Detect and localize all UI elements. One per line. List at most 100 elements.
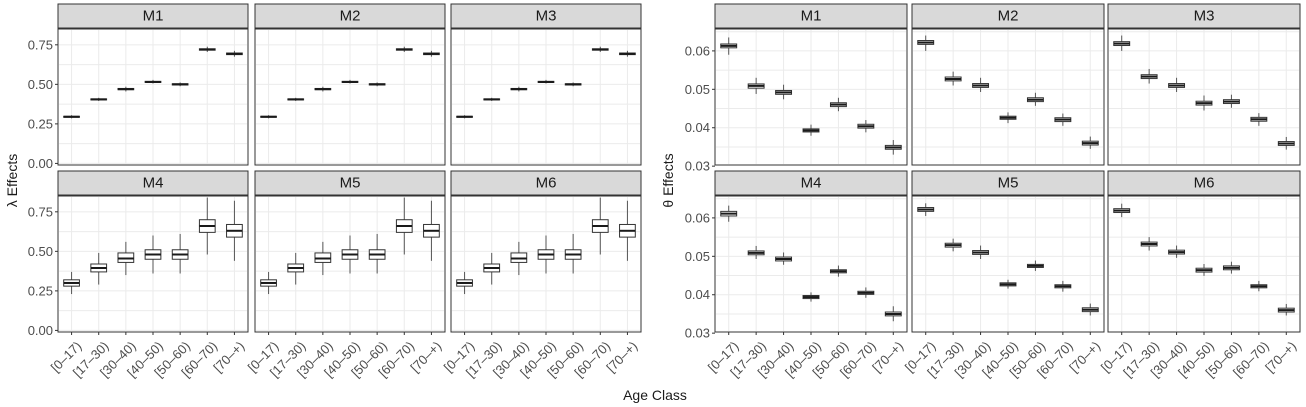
theta-facet-m1-box-5: [857, 120, 875, 133]
theta-x-tick-label: [70–+): [1066, 338, 1103, 375]
lambda-facet-m1-strip-label: M1: [143, 8, 164, 25]
lambda-facet-m4-strip-label: M4: [143, 175, 164, 192]
theta-facet-m1-box-4: [829, 97, 847, 112]
theta-facet-m1-strip: [714, 3, 908, 29]
theta-y-tick-label: 0.03: [685, 159, 710, 174]
theta-facet-m4-box-3: [802, 292, 820, 302]
theta-facet-m6: M6[0–17)[17–30)[30–40)[40–50)[50–60)[60–…: [1098, 170, 1301, 380]
theta-facet-m5-box-5: [1054, 280, 1072, 292]
lambda-facet-m4-box-0: [63, 271, 80, 295]
lambda-facet-m1-box-6: [226, 50, 243, 57]
lambda-facet-m4: M40.000.250.500.75[0–17)[17–30)[30–40)[4…: [28, 170, 249, 380]
theta-y-tick-label: 0.03: [685, 326, 710, 341]
theta-x-tick-label: [70–+): [869, 338, 906, 375]
lambda-facet-m2-box-3: [341, 79, 359, 84]
theta-facet-m5-box-4: [1026, 260, 1044, 271]
theta-facet-m5: M5[0–17)[17–30)[30–40)[40–50)[50–60)[60–…: [902, 170, 1105, 380]
theta-facet-m3-strip-label: M3: [1194, 8, 1215, 25]
lambda-facet-m3-box-0: [456, 115, 473, 119]
theta-facet-m4-box-0: [720, 205, 738, 222]
lambda-facet-m3-strip-label: M3: [536, 8, 557, 25]
lambda-facet-m3-box-1: [483, 97, 501, 101]
theta-facet-m5-box-1: [944, 238, 962, 252]
lambda-facet-m3-box-2: [510, 86, 528, 92]
lambda-facet-m2-box-5: [395, 46, 413, 52]
lambda-facet-m1-box-5: [198, 46, 216, 52]
lambda-x-tick-label: [70–+): [210, 338, 247, 375]
lambda-facet-m2: M2: [254, 3, 446, 166]
theta-facet-m6-box-3: [1195, 264, 1213, 276]
x-axis-title: Age Class: [623, 387, 687, 403]
theta-x-tick-label: [70–+): [1262, 338, 1299, 375]
lambda-facet-m1-box-1: [90, 97, 108, 101]
lambda-facet-m5-box-0: [260, 271, 277, 295]
lambda-y-axis-title: λ Effects: [4, 154, 20, 207]
theta-facet-m2-box-4: [1026, 92, 1044, 106]
lambda-chart: λ Effects M1 0.00 0.25 0.50 0.75 M2 M3 M4 0.00 0.2…: [4, 3, 642, 380]
theta-y-tick-label: 0.06: [685, 210, 710, 225]
lambda-facet-m4-box-4: [171, 233, 189, 274]
lambda-facet-m3-strip: [450, 3, 642, 29]
theta-facet-m6-box-1: [1140, 237, 1158, 251]
theta-facet-m3-box-1: [1140, 68, 1158, 84]
lambda-facet-m5-box-4: [368, 233, 386, 274]
lambda-facet-m4-box-6: [226, 200, 243, 261]
theta-facet-m1-box-0: [720, 37, 738, 55]
theta-facet-m2: M2: [911, 3, 1105, 166]
lambda-facet-m5-strip: [254, 170, 446, 196]
lambda-x-tick-label: [70–+): [603, 338, 640, 375]
lambda-facet-m3-box-5: [591, 46, 609, 52]
theta-facet-m2-box-3: [999, 112, 1017, 124]
theta-facet-m4-box-5: [857, 287, 875, 298]
theta-facet-m5-box-6: [1081, 303, 1099, 316]
lambda-facet-m4-box-2: [117, 241, 135, 276]
theta-facet-m4-box-1: [747, 245, 765, 260]
lambda-facet-m4-strip: [57, 170, 249, 196]
lambda-facet-m1-box-2: [117, 86, 135, 92]
theta-facet-m6-strip-label: M6: [1194, 175, 1215, 192]
lambda-facet-m1: M1 0.00 0.25 0.50 0.75: [28, 3, 249, 171]
lambda-facet-m5-box-3: [341, 235, 359, 274]
lambda-y-tick-label: 0.75: [28, 37, 53, 52]
theta-facet-m2-box-6: [1081, 136, 1099, 149]
theta-facet-m6-box-0: [1113, 203, 1131, 218]
theta-facet-m5-strip: [911, 170, 1105, 196]
theta-facet-m5-strip-label: M5: [998, 175, 1019, 192]
lambda-facet-m5-box-1: [287, 252, 305, 285]
lambda-facet-m6-box-1: [483, 252, 501, 285]
lambda-facet-m3-box-4: [564, 82, 582, 87]
theta-facet-m6-box-6: [1277, 303, 1295, 316]
lambda-y-tick-label: 0.00: [28, 156, 53, 171]
lambda-facet-m6-box-5: [591, 197, 609, 255]
lambda-facet-m4-box-5: [198, 197, 216, 255]
theta-facet-m4-strip-label: M4: [801, 175, 822, 192]
lambda-facet-m1-box-3: [144, 79, 162, 84]
theta-y-axis-title: θ Effects: [660, 153, 676, 207]
lambda-facet-m5-box-5: [395, 197, 413, 255]
theta-facet-m2-box-1: [944, 71, 962, 86]
theta-facet-m3-box-4: [1222, 94, 1240, 108]
lambda-facet-m6-box-0: [456, 271, 473, 295]
lambda-facet-m6-strip-label: M6: [536, 175, 557, 192]
lambda-y-tick-label: 0.25: [28, 283, 53, 298]
theta-facet-m2-box-0: [917, 35, 935, 51]
theta-facet-m2-box-5: [1054, 113, 1072, 126]
lambda-facet-m5-strip-label: M5: [340, 175, 361, 192]
lambda-facet-m6-box-2: [510, 241, 528, 276]
lambda-facet-m1-box-0: [63, 115, 80, 119]
theta-facet-m3-box-2: [1168, 77, 1186, 93]
lambda-y-tick-label: 0.75: [28, 204, 53, 219]
theta-facet-m1-box-1: [747, 77, 765, 94]
theta-facet-m5-box-3: [999, 279, 1017, 289]
theta-y-tick-label: 0.04: [685, 287, 710, 302]
lambda-facet-m5-box-6: [423, 200, 440, 261]
theta-facet-m5-box-2: [972, 245, 990, 260]
lambda-facet-m6-strip: [450, 170, 642, 196]
theta-facet-m1-box-3: [802, 124, 820, 136]
theta-facet-m3: M3: [1107, 3, 1301, 166]
theta-facet-m3-box-6: [1277, 136, 1295, 150]
theta-facet-m1-strip-label: M1: [801, 8, 822, 25]
theta-facet-m2-box-2: [972, 77, 990, 93]
theta-facet-m6-strip: [1107, 170, 1301, 196]
